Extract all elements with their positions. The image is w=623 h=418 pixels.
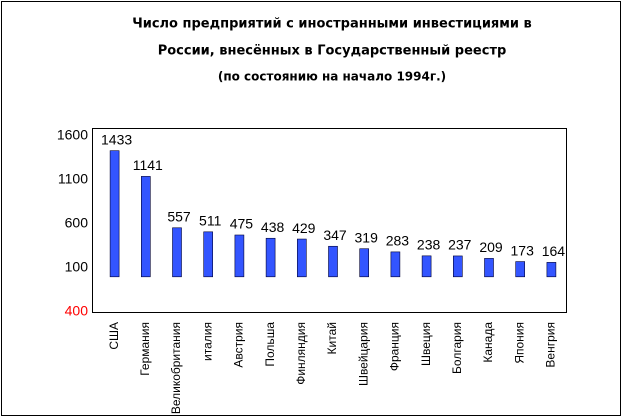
y-tick-label: 1100 xyxy=(58,171,88,187)
y-tick-label: 100 xyxy=(65,259,89,275)
x-tick-label: италия xyxy=(200,322,214,361)
x-tick-label: Швеция xyxy=(419,322,433,366)
bar xyxy=(546,262,557,278)
x-tick-label: Австрия xyxy=(232,322,246,368)
y-tick-label: 1600 xyxy=(57,127,88,143)
chart-title: Число предприятий с иностранными инвести… xyxy=(132,17,532,32)
x-tick-label: Болгария xyxy=(450,322,464,374)
bar xyxy=(203,231,213,278)
plot-border xyxy=(92,128,567,313)
x-tick-label: Япония xyxy=(512,322,526,364)
value-label: 429 xyxy=(292,220,316,236)
value-label: 283 xyxy=(386,233,410,249)
chart-subtitle: (по состоянию на начало 1994г.) xyxy=(218,70,446,84)
bar xyxy=(172,227,182,278)
x-tick-label: Польша xyxy=(263,322,277,367)
value-label: 511 xyxy=(199,213,222,229)
bar xyxy=(328,245,338,278)
value-label: 164 xyxy=(542,243,566,259)
value-label: 319 xyxy=(355,229,379,245)
bar xyxy=(359,248,370,278)
value-label: 209 xyxy=(479,239,503,255)
x-tick-label: Франция xyxy=(388,322,402,371)
value-label: 438 xyxy=(261,219,285,235)
value-label: 173 xyxy=(511,242,535,258)
value-label: 237 xyxy=(448,237,472,253)
value-label: 475 xyxy=(230,216,254,232)
bar xyxy=(452,255,463,278)
y-tick-label: 600 xyxy=(65,215,89,231)
bar xyxy=(265,237,276,278)
x-tick-label: Финляндия xyxy=(294,322,308,385)
chart-title: России, внесённых в Государственный реес… xyxy=(158,44,507,59)
y-tick-label: 400 xyxy=(65,303,89,319)
value-label: 1433 xyxy=(101,131,132,147)
bar xyxy=(421,255,432,278)
bar xyxy=(515,261,526,278)
bar xyxy=(109,150,120,278)
bar xyxy=(234,234,245,278)
x-tick-label: США xyxy=(107,322,121,350)
x-tick-label: Венгрия xyxy=(544,322,558,368)
value-label: 557 xyxy=(167,208,191,224)
x-tick-label: Канада xyxy=(481,322,495,363)
x-tick-label: Великобритания xyxy=(169,322,183,414)
bar xyxy=(141,176,151,278)
bar xyxy=(484,258,494,278)
bar xyxy=(390,251,401,278)
bar xyxy=(296,238,307,278)
value-label: 1141 xyxy=(133,157,163,173)
x-tick-label: Швейцария xyxy=(356,322,370,386)
value-label: 347 xyxy=(323,227,347,243)
x-tick-label: Германия xyxy=(138,322,152,376)
x-tick-label: Китай xyxy=(325,322,339,354)
value-label: 238 xyxy=(417,237,441,253)
